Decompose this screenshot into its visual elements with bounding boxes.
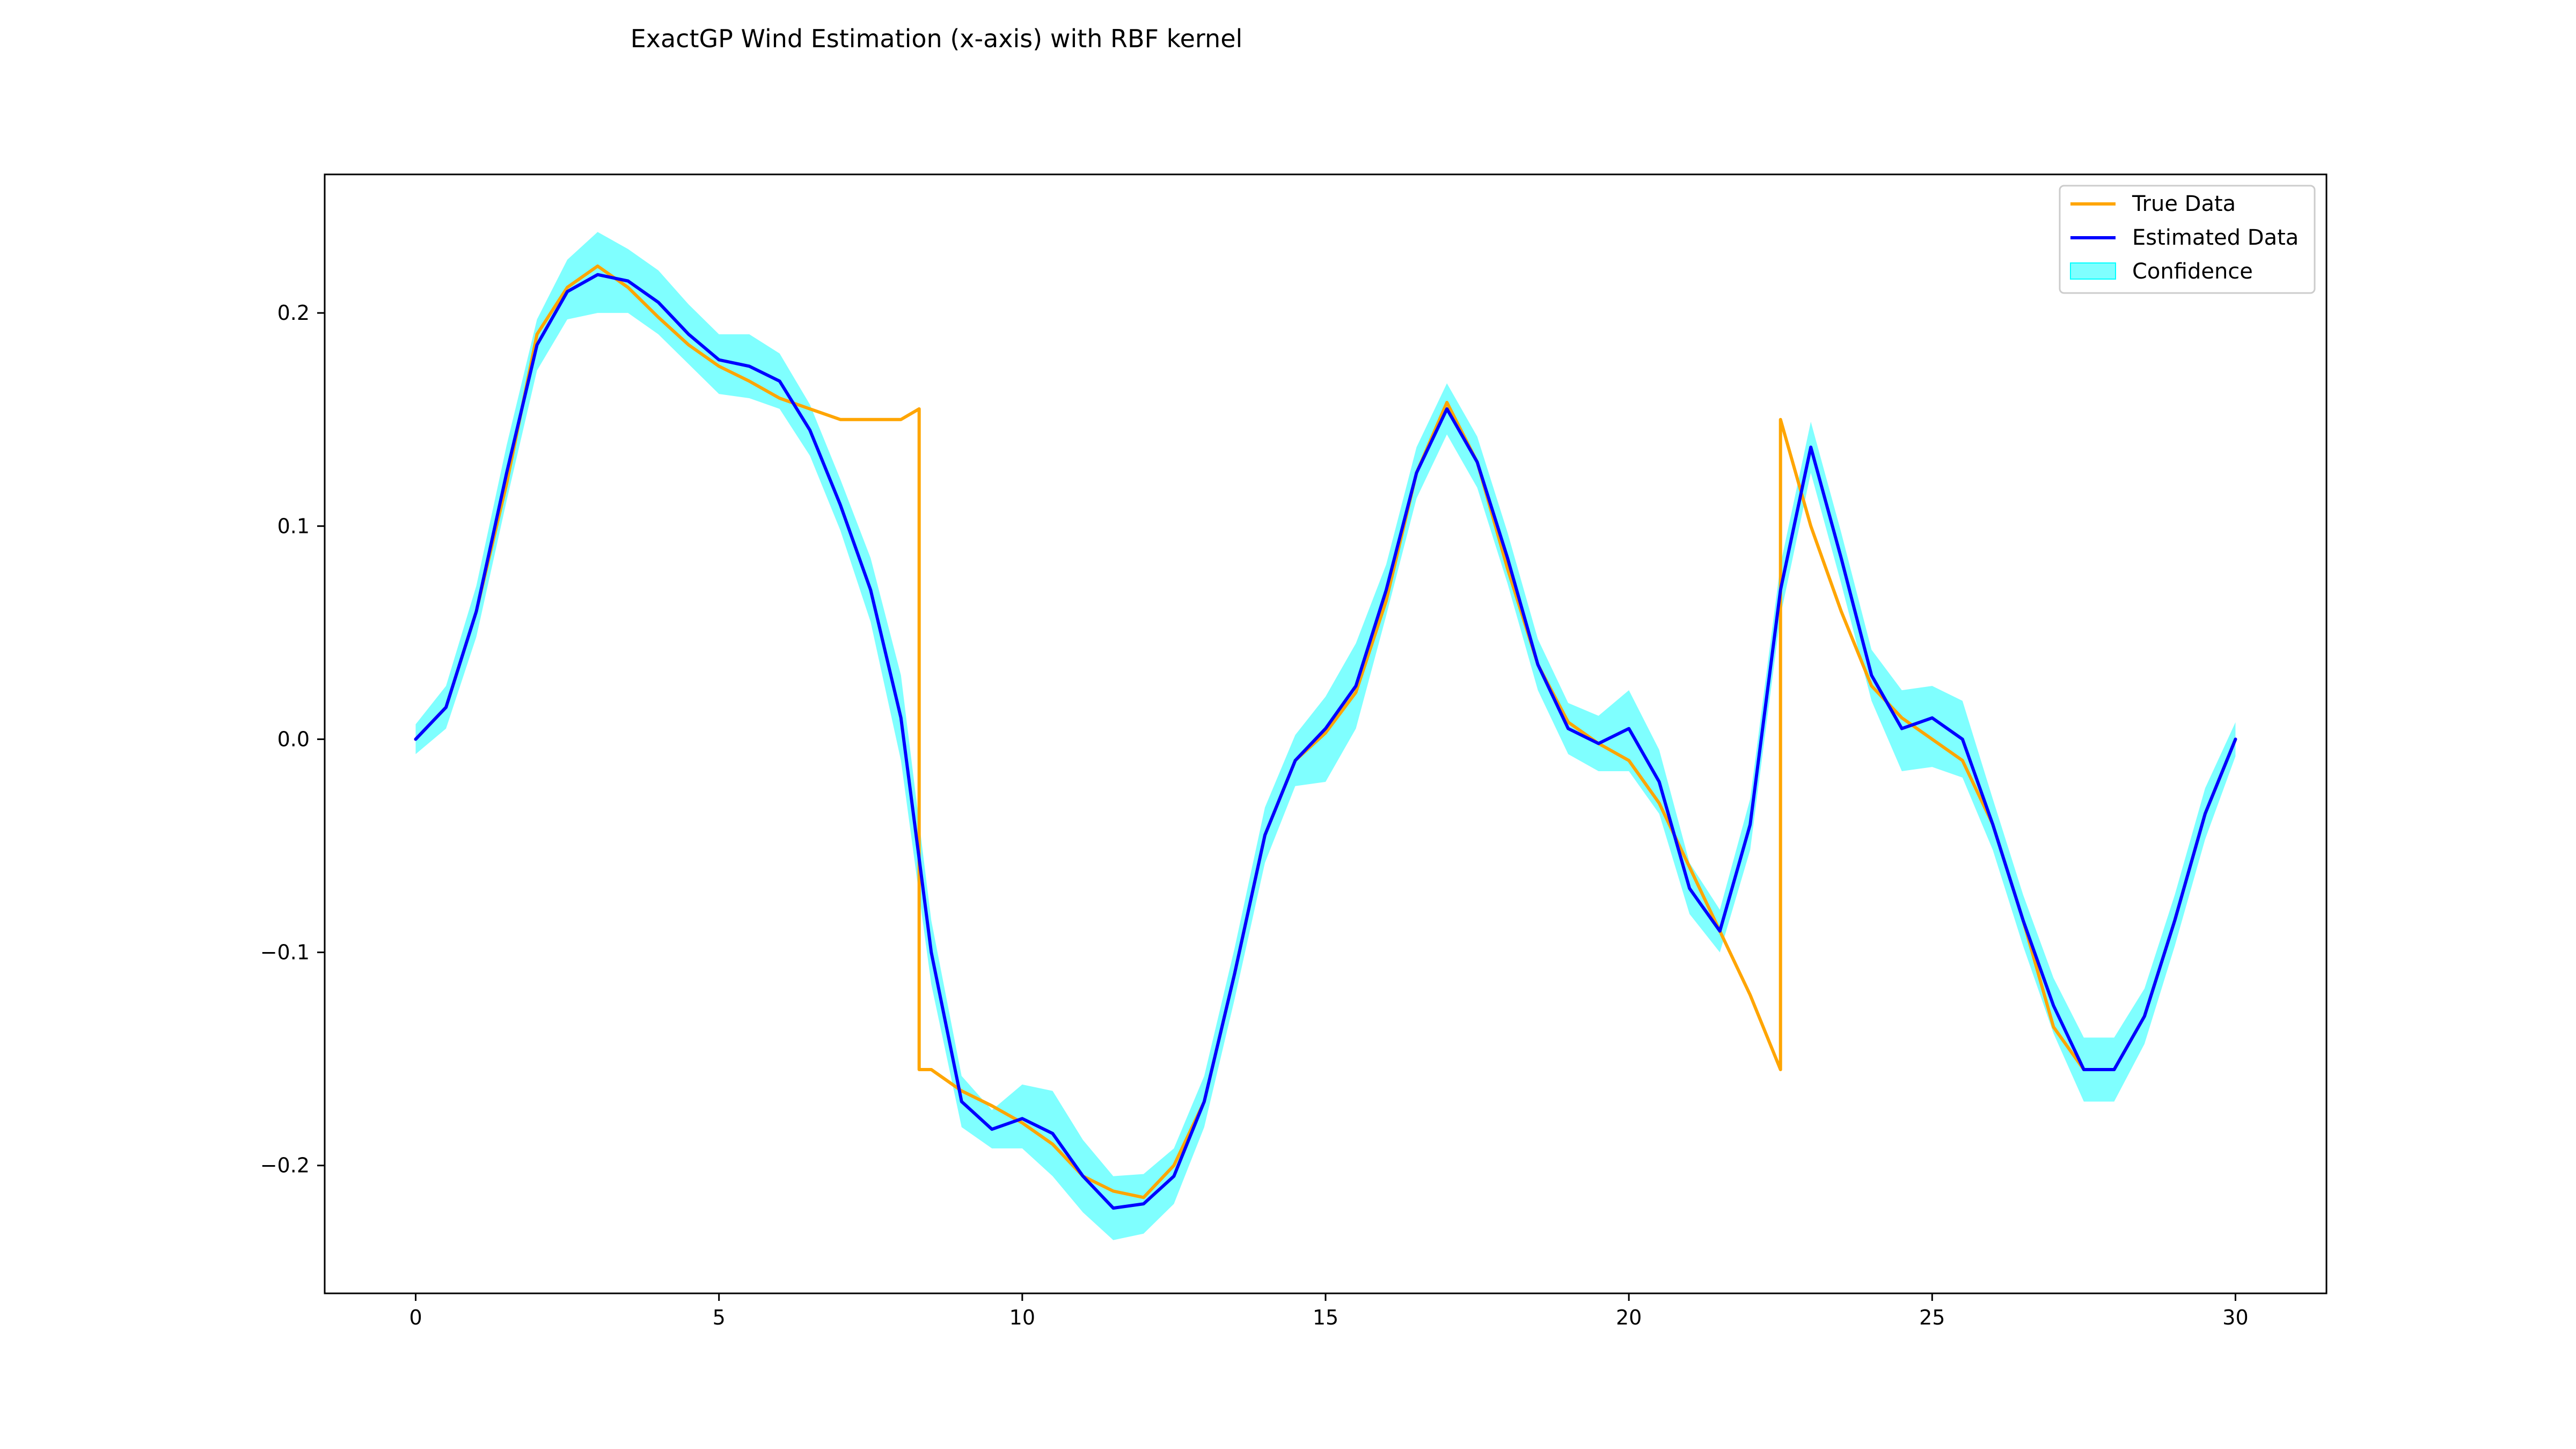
plot-area	[414, 232, 2237, 1240]
estimated-data-line	[414, 273, 2237, 1210]
confidence-band-layer	[415, 232, 2236, 1240]
y-axis: −0.2 −0.1 0.0 0.1 0.2	[260, 301, 325, 1177]
x-tick-label: 20	[1616, 1306, 1642, 1329]
x-tick-label: 0	[409, 1306, 422, 1329]
x-tick-label: 10	[1009, 1306, 1035, 1329]
y-tick-label: −0.2	[260, 1154, 310, 1177]
y-tick-label: 0.1	[277, 514, 310, 538]
legend-confidence-swatch	[2070, 262, 2116, 280]
legend-box	[2059, 185, 2316, 294]
confidence-band	[415, 232, 2236, 1240]
y-tick-label: −0.1	[260, 941, 310, 964]
y-tick-label: 0.0	[277, 727, 310, 751]
x-axis: 0 5 10 15 20 25 30	[409, 1293, 2249, 1329]
estimated-data-layer	[414, 273, 2237, 1210]
legend: True Data Estimated Data Confidence	[2059, 185, 2316, 294]
x-tick-label: 25	[1919, 1306, 1945, 1329]
y-tick-label: 0.2	[277, 301, 310, 325]
legend-estimated-data-label: Estimated Data	[2132, 225, 2299, 250]
legend-confidence-label: Confidence	[2132, 259, 2253, 284]
x-tick-label: 30	[2222, 1306, 2248, 1329]
x-tick-label: 5	[713, 1306, 726, 1329]
x-tick-label: 15	[1313, 1306, 1338, 1329]
chart-title: ExactGP Wind Estimation (x-axis) with RB…	[631, 24, 1243, 53]
legend-true-data-label: True Data	[2132, 192, 2236, 216]
